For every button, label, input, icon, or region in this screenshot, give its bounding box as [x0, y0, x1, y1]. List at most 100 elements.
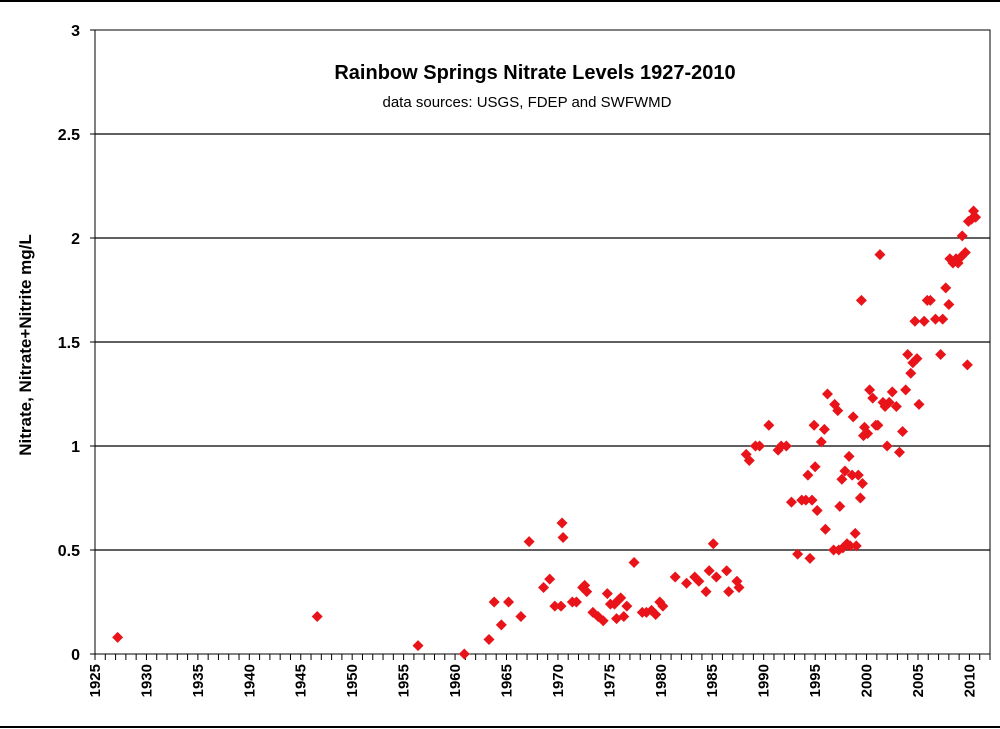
data-point [935, 348, 947, 360]
data-point [556, 517, 568, 529]
data-point [669, 571, 681, 583]
x-tick-label: 1930 [138, 664, 155, 697]
data-point [834, 500, 846, 512]
y-tick-label: 2.5 [58, 127, 80, 144]
data-point [905, 367, 917, 379]
data-point [844, 540, 856, 552]
y-axis-ticks: 0 0.5 1 1.5 2 2.5 3 [58, 23, 95, 664]
data-point [488, 596, 500, 608]
data-point [961, 359, 973, 371]
data-point [811, 504, 823, 516]
data-point [881, 440, 893, 452]
x-tick-label: 2005 [910, 664, 927, 697]
y-tick-label: 0 [71, 647, 80, 664]
data-point [883, 396, 895, 408]
data-point [570, 596, 582, 608]
data-point [836, 473, 848, 485]
data-point [458, 648, 470, 660]
data-point [839, 465, 851, 477]
data-point [707, 538, 719, 550]
data-point [843, 450, 855, 462]
data-point [523, 536, 535, 548]
data-point [867, 392, 879, 404]
data-point [311, 611, 323, 623]
data-point [872, 419, 884, 431]
data-point [780, 440, 792, 452]
data-point [615, 592, 627, 604]
x-tick-label: 1970 [550, 664, 567, 697]
data-point [943, 299, 955, 311]
data-point [818, 423, 830, 435]
data-point [970, 211, 982, 223]
data-point [821, 388, 833, 400]
data-point [809, 461, 821, 473]
y-tick-label: 3 [71, 23, 80, 40]
data-point [495, 619, 507, 631]
data-point [862, 428, 874, 440]
x-tick-label: 1950 [344, 664, 361, 697]
data-point [754, 440, 766, 452]
data-point [929, 313, 941, 325]
data-point [854, 492, 866, 504]
y-tick-label: 0.5 [58, 543, 80, 560]
y-tick-label: 1.5 [58, 335, 80, 352]
data-point [849, 527, 861, 539]
data-point [900, 384, 912, 396]
gridlines [95, 133, 990, 551]
data-point [538, 581, 550, 593]
chart-subtitle: data sources: USGS, FDEP and SWFWMD [383, 94, 672, 111]
y-tick-label: 1 [71, 439, 80, 456]
data-point [852, 469, 864, 481]
data-point [112, 631, 124, 643]
data-point [549, 600, 561, 612]
data-point [700, 586, 712, 598]
data-point [597, 615, 609, 627]
data-point [886, 386, 898, 398]
data-point [937, 313, 949, 325]
data-point [874, 249, 886, 261]
chart-title: Rainbow Springs Nitrate Levels 1927-2010 [334, 62, 735, 84]
data-point [693, 575, 705, 587]
data-point [806, 494, 818, 506]
data-point [503, 596, 515, 608]
data-point [893, 446, 905, 458]
x-tick-label: 1995 [807, 664, 824, 697]
data-point [850, 540, 862, 552]
y-axis-label: Nitrate, Nitrate+Nitrite mg/L [16, 234, 35, 456]
data-point [710, 571, 722, 583]
data-point [924, 294, 936, 306]
data-point [581, 586, 593, 598]
x-tick-label: 2000 [859, 664, 876, 697]
data-point [902, 348, 914, 360]
data-point [897, 425, 909, 437]
data-point [733, 581, 745, 593]
data-point [856, 477, 868, 489]
data-point [412, 640, 424, 652]
data-point [918, 315, 930, 327]
x-tick-label: 1985 [704, 664, 721, 697]
data-point [819, 523, 831, 535]
data-point [855, 294, 867, 306]
data-point [815, 436, 827, 448]
data-points [112, 205, 982, 660]
data-point [703, 565, 715, 577]
data-point [890, 400, 902, 412]
data-point [909, 315, 921, 327]
data-point [802, 469, 814, 481]
data-point [601, 588, 613, 600]
data-point [808, 419, 820, 431]
data-point [763, 419, 775, 431]
data-point [956, 230, 968, 242]
x-tick-label: 1980 [653, 664, 670, 697]
x-tick-label: 1945 [293, 664, 310, 697]
data-point [846, 469, 858, 481]
data-point [804, 552, 816, 564]
data-point [557, 532, 569, 544]
data-point [621, 600, 633, 612]
data-point [847, 411, 859, 423]
data-point [792, 548, 804, 560]
data-point [785, 496, 797, 508]
data-point [555, 600, 567, 612]
